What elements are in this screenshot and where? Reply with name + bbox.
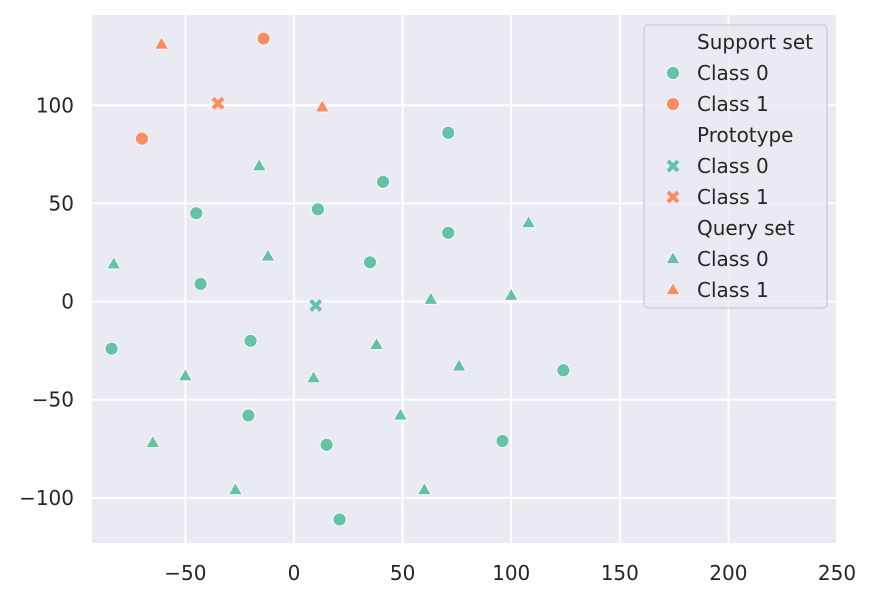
point-circle-class0 bbox=[363, 255, 377, 270]
legend-marker-triangle bbox=[665, 250, 681, 265]
x-tick-label: 0 bbox=[288, 561, 301, 585]
point-x-class1-stroke-b bbox=[211, 96, 225, 110]
point-triangle-class0 bbox=[368, 336, 385, 350]
point-circle-class0 bbox=[441, 125, 456, 140]
y-tick-label: −100 bbox=[19, 486, 74, 510]
legend: Support set Class 0 Class 1 Prototype Class … bbox=[643, 24, 828, 309]
point-triangle-class0 bbox=[423, 291, 439, 305]
point-triangle-class0 bbox=[227, 481, 243, 496]
legend-header: Support set bbox=[697, 30, 813, 54]
y-tick-label: 0 bbox=[61, 290, 74, 314]
point-triangle-class1 bbox=[153, 36, 170, 50]
x-tick-label: 200 bbox=[709, 561, 747, 585]
point-circle-class0 bbox=[495, 434, 510, 448]
legend-label: Class 1 bbox=[697, 185, 769, 209]
point-circle-class0 bbox=[376, 174, 390, 189]
x-tick-label: 150 bbox=[601, 561, 639, 585]
point-triangle-class0 bbox=[260, 248, 276, 262]
x-tick-label: −50 bbox=[164, 561, 206, 585]
y-tick-label: 100 bbox=[36, 93, 74, 117]
point-circle-class0 bbox=[310, 202, 325, 217]
legend-marker-x bbox=[666, 159, 680, 173]
point-triangle-class0 bbox=[503, 287, 519, 301]
point-triangle-class0 bbox=[251, 157, 267, 172]
point-x-class0-stroke-b bbox=[309, 299, 323, 312]
x-axis-tick-labels: −50 0 50 100 150 200 250 bbox=[164, 561, 856, 585]
point-circle-class1 bbox=[256, 31, 271, 46]
point-triangle-class0 bbox=[520, 214, 537, 229]
data-points bbox=[104, 31, 571, 527]
point-triangle-class0 bbox=[305, 369, 322, 384]
point-triangle-class0 bbox=[177, 367, 193, 382]
x-tick-label: 250 bbox=[818, 561, 856, 585]
legend-label: Class 1 bbox=[697, 92, 769, 116]
x-tick-label: 100 bbox=[492, 561, 530, 585]
y-tick-label: 50 bbox=[49, 191, 74, 215]
legend-label: Class 0 bbox=[697, 154, 769, 178]
point-circle-class0 bbox=[441, 225, 456, 240]
legend-box bbox=[643, 24, 828, 309]
legend-label: Class 1 bbox=[697, 278, 769, 302]
point-circle-class0 bbox=[332, 512, 347, 527]
point-circle-class0 bbox=[243, 333, 258, 348]
x-tick-label: 50 bbox=[390, 561, 415, 585]
point-triangle-class0 bbox=[106, 255, 122, 270]
y-tick-label: −50 bbox=[32, 388, 74, 412]
legend-label: Class 0 bbox=[697, 61, 769, 85]
point-circle-class0 bbox=[189, 206, 204, 221]
legend-marker-circle bbox=[666, 97, 680, 111]
point-circle-class0 bbox=[104, 341, 119, 356]
legend-marker-x-stroke-b bbox=[666, 159, 680, 173]
point-x-class0 bbox=[309, 299, 323, 312]
legend-label: Class 0 bbox=[697, 247, 769, 271]
legend-header: Query set bbox=[697, 216, 795, 240]
legend-marker-circle bbox=[666, 66, 680, 80]
point-triangle-class0 bbox=[145, 434, 161, 448]
point-triangle-class0 bbox=[451, 358, 467, 372]
point-circle-class0 bbox=[193, 277, 208, 291]
point-circle-class0 bbox=[241, 408, 256, 423]
point-triangle-class1 bbox=[314, 98, 330, 113]
legend-marker-x-stroke-b bbox=[666, 190, 680, 204]
legend-marker-x bbox=[666, 190, 680, 204]
point-triangle-class0 bbox=[416, 481, 432, 496]
point-triangle-class0 bbox=[392, 407, 409, 421]
legend-header: Prototype bbox=[697, 123, 793, 147]
point-circle-class1 bbox=[135, 131, 149, 146]
legend-marker-triangle bbox=[665, 281, 681, 296]
point-x-class1 bbox=[211, 96, 225, 110]
point-circle-class0 bbox=[556, 363, 571, 378]
y-axis-tick-labels: −100 −50 0 50 100 bbox=[19, 93, 74, 510]
point-circle-class0 bbox=[319, 437, 334, 452]
